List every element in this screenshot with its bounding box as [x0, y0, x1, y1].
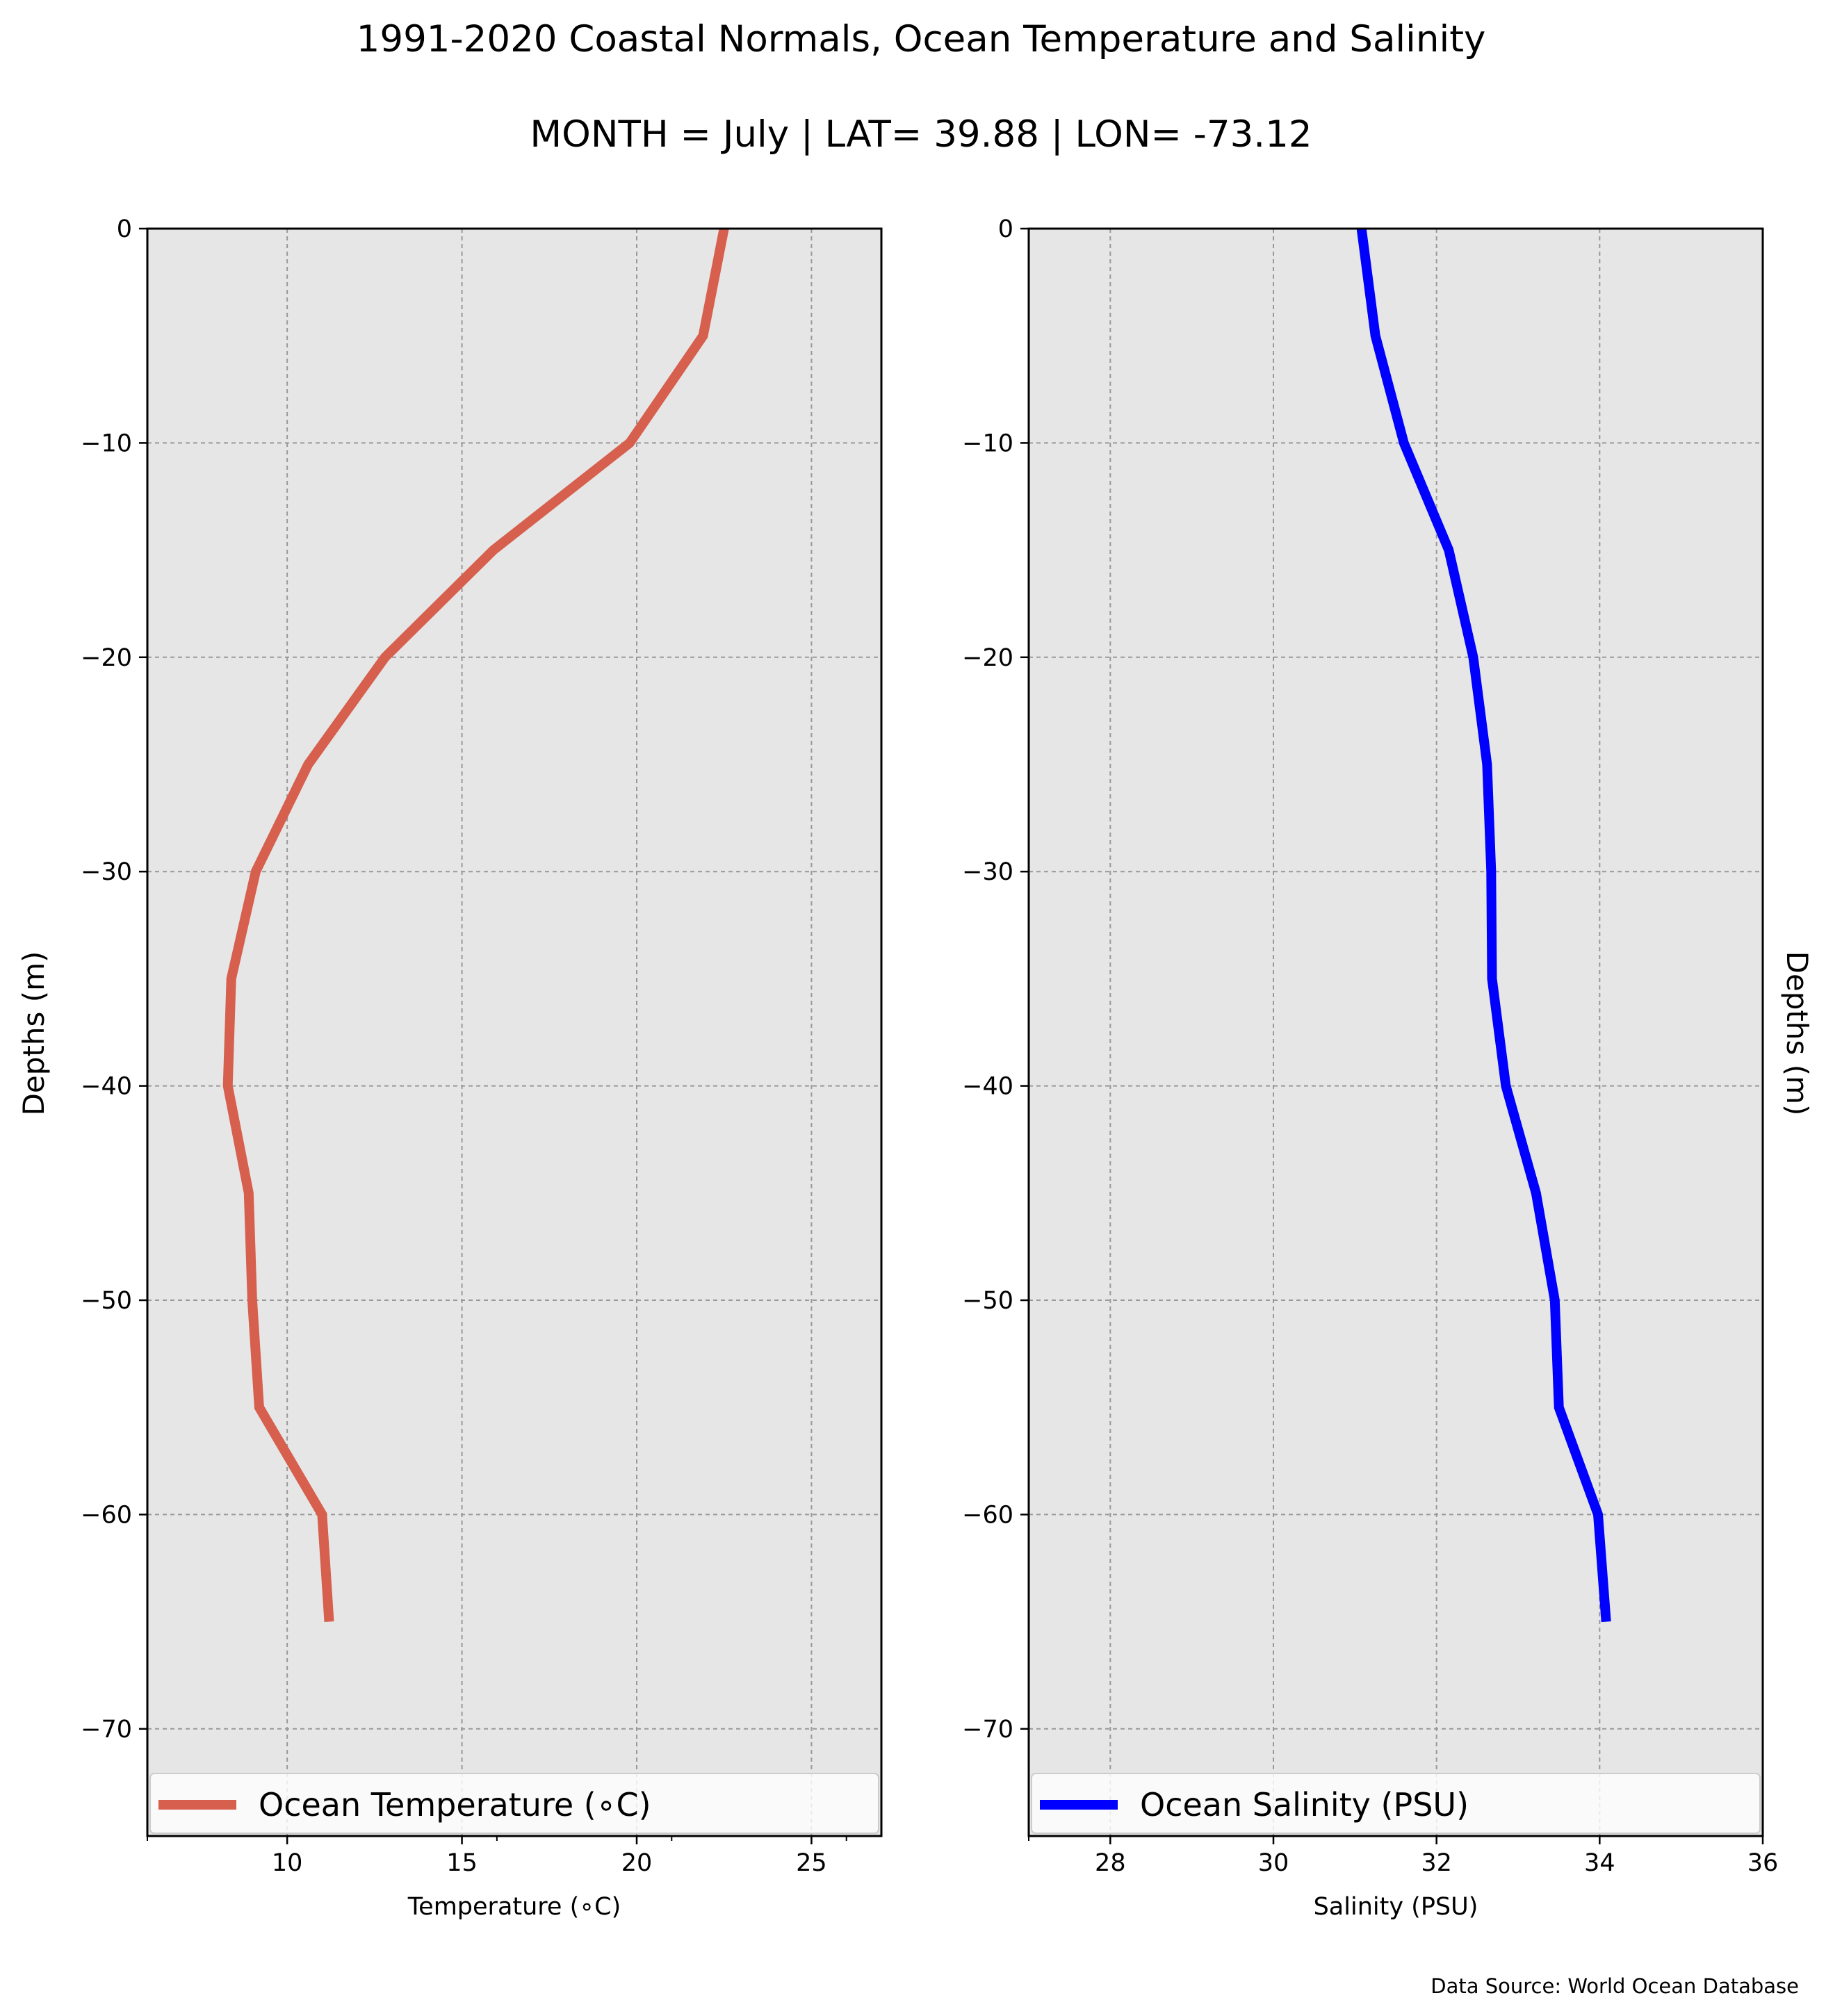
legend: Ocean Salinity (PSU) — [1031, 1773, 1761, 1834]
y-tick-label: −20 — [962, 644, 1013, 672]
legend-label: Ocean Salinity (PSU) — [1140, 1786, 1469, 1824]
y-tick-label: −70 — [81, 1716, 132, 1744]
x-tick-label: 15 — [446, 1849, 478, 1877]
left-ylabel: Depths (m) — [17, 951, 51, 1116]
y-tick-label: −20 — [81, 644, 132, 672]
y-tick-label: −40 — [962, 1073, 1013, 1101]
x-tick-label: 10 — [272, 1849, 303, 1877]
legend: Ocean Temperature (∘C) — [149, 1773, 879, 1834]
x-tick-label: 28 — [1095, 1849, 1126, 1877]
plot-background — [147, 229, 881, 1836]
x-tick-label: 30 — [1258, 1849, 1289, 1877]
plot-background — [1029, 229, 1763, 1836]
y-tick-label: 0 — [998, 215, 1013, 243]
x-tick-label: 32 — [1421, 1849, 1452, 1877]
y-tick-label: −10 — [962, 429, 1013, 457]
right-ylabel: Depths (m) — [1780, 951, 1814, 1116]
x-tick-label: 36 — [1747, 1849, 1779, 1877]
y-tick-label: −30 — [962, 858, 1013, 886]
chart-subtitle: MONTH = July | LAT= 39.88 | LON= -73.12 — [530, 113, 1312, 156]
axes-frame — [146, 227, 883, 1837]
x-tick-label: 20 — [621, 1849, 653, 1877]
data-source: Data Source: World Ocean Database — [1431, 1974, 1799, 1998]
x-tick-label: 25 — [796, 1849, 827, 1877]
y-tick-label: −60 — [81, 1501, 132, 1529]
axes-frame — [1027, 227, 1764, 1837]
series-line — [1356, 228, 1611, 1623]
y-tick-label: −10 — [81, 429, 132, 457]
legend-label: Ocean Temperature (∘C) — [259, 1786, 651, 1824]
y-tick-label: −50 — [81, 1287, 132, 1315]
y-tick-label: 0 — [117, 215, 132, 243]
temperature-panel: Ocean Temperature (∘C) 0 −10 −20 −30 −40 −50 −6… — [81, 215, 883, 1921]
y-tick-label: −60 — [962, 1501, 1013, 1529]
y-tick-label: −70 — [962, 1716, 1013, 1744]
chart-title: 1991-2020 Coastal Normals, Ocean Tempera… — [357, 18, 1486, 60]
x-axis-label: Salinity (PSU) — [1314, 1893, 1478, 1921]
y-tick-label: −40 — [81, 1073, 132, 1101]
series-line — [222, 227, 729, 1623]
salinity-panel: Ocean Salinity (PSU) 0 −10 −20 −30 −40 −50 −60 −… — [962, 215, 1778, 1921]
y-tick-label: −30 — [81, 858, 132, 886]
x-axis-label: Temperature (∘C) — [407, 1893, 621, 1921]
y-tick-label: −50 — [962, 1287, 1013, 1315]
x-tick-label: 34 — [1584, 1849, 1615, 1877]
